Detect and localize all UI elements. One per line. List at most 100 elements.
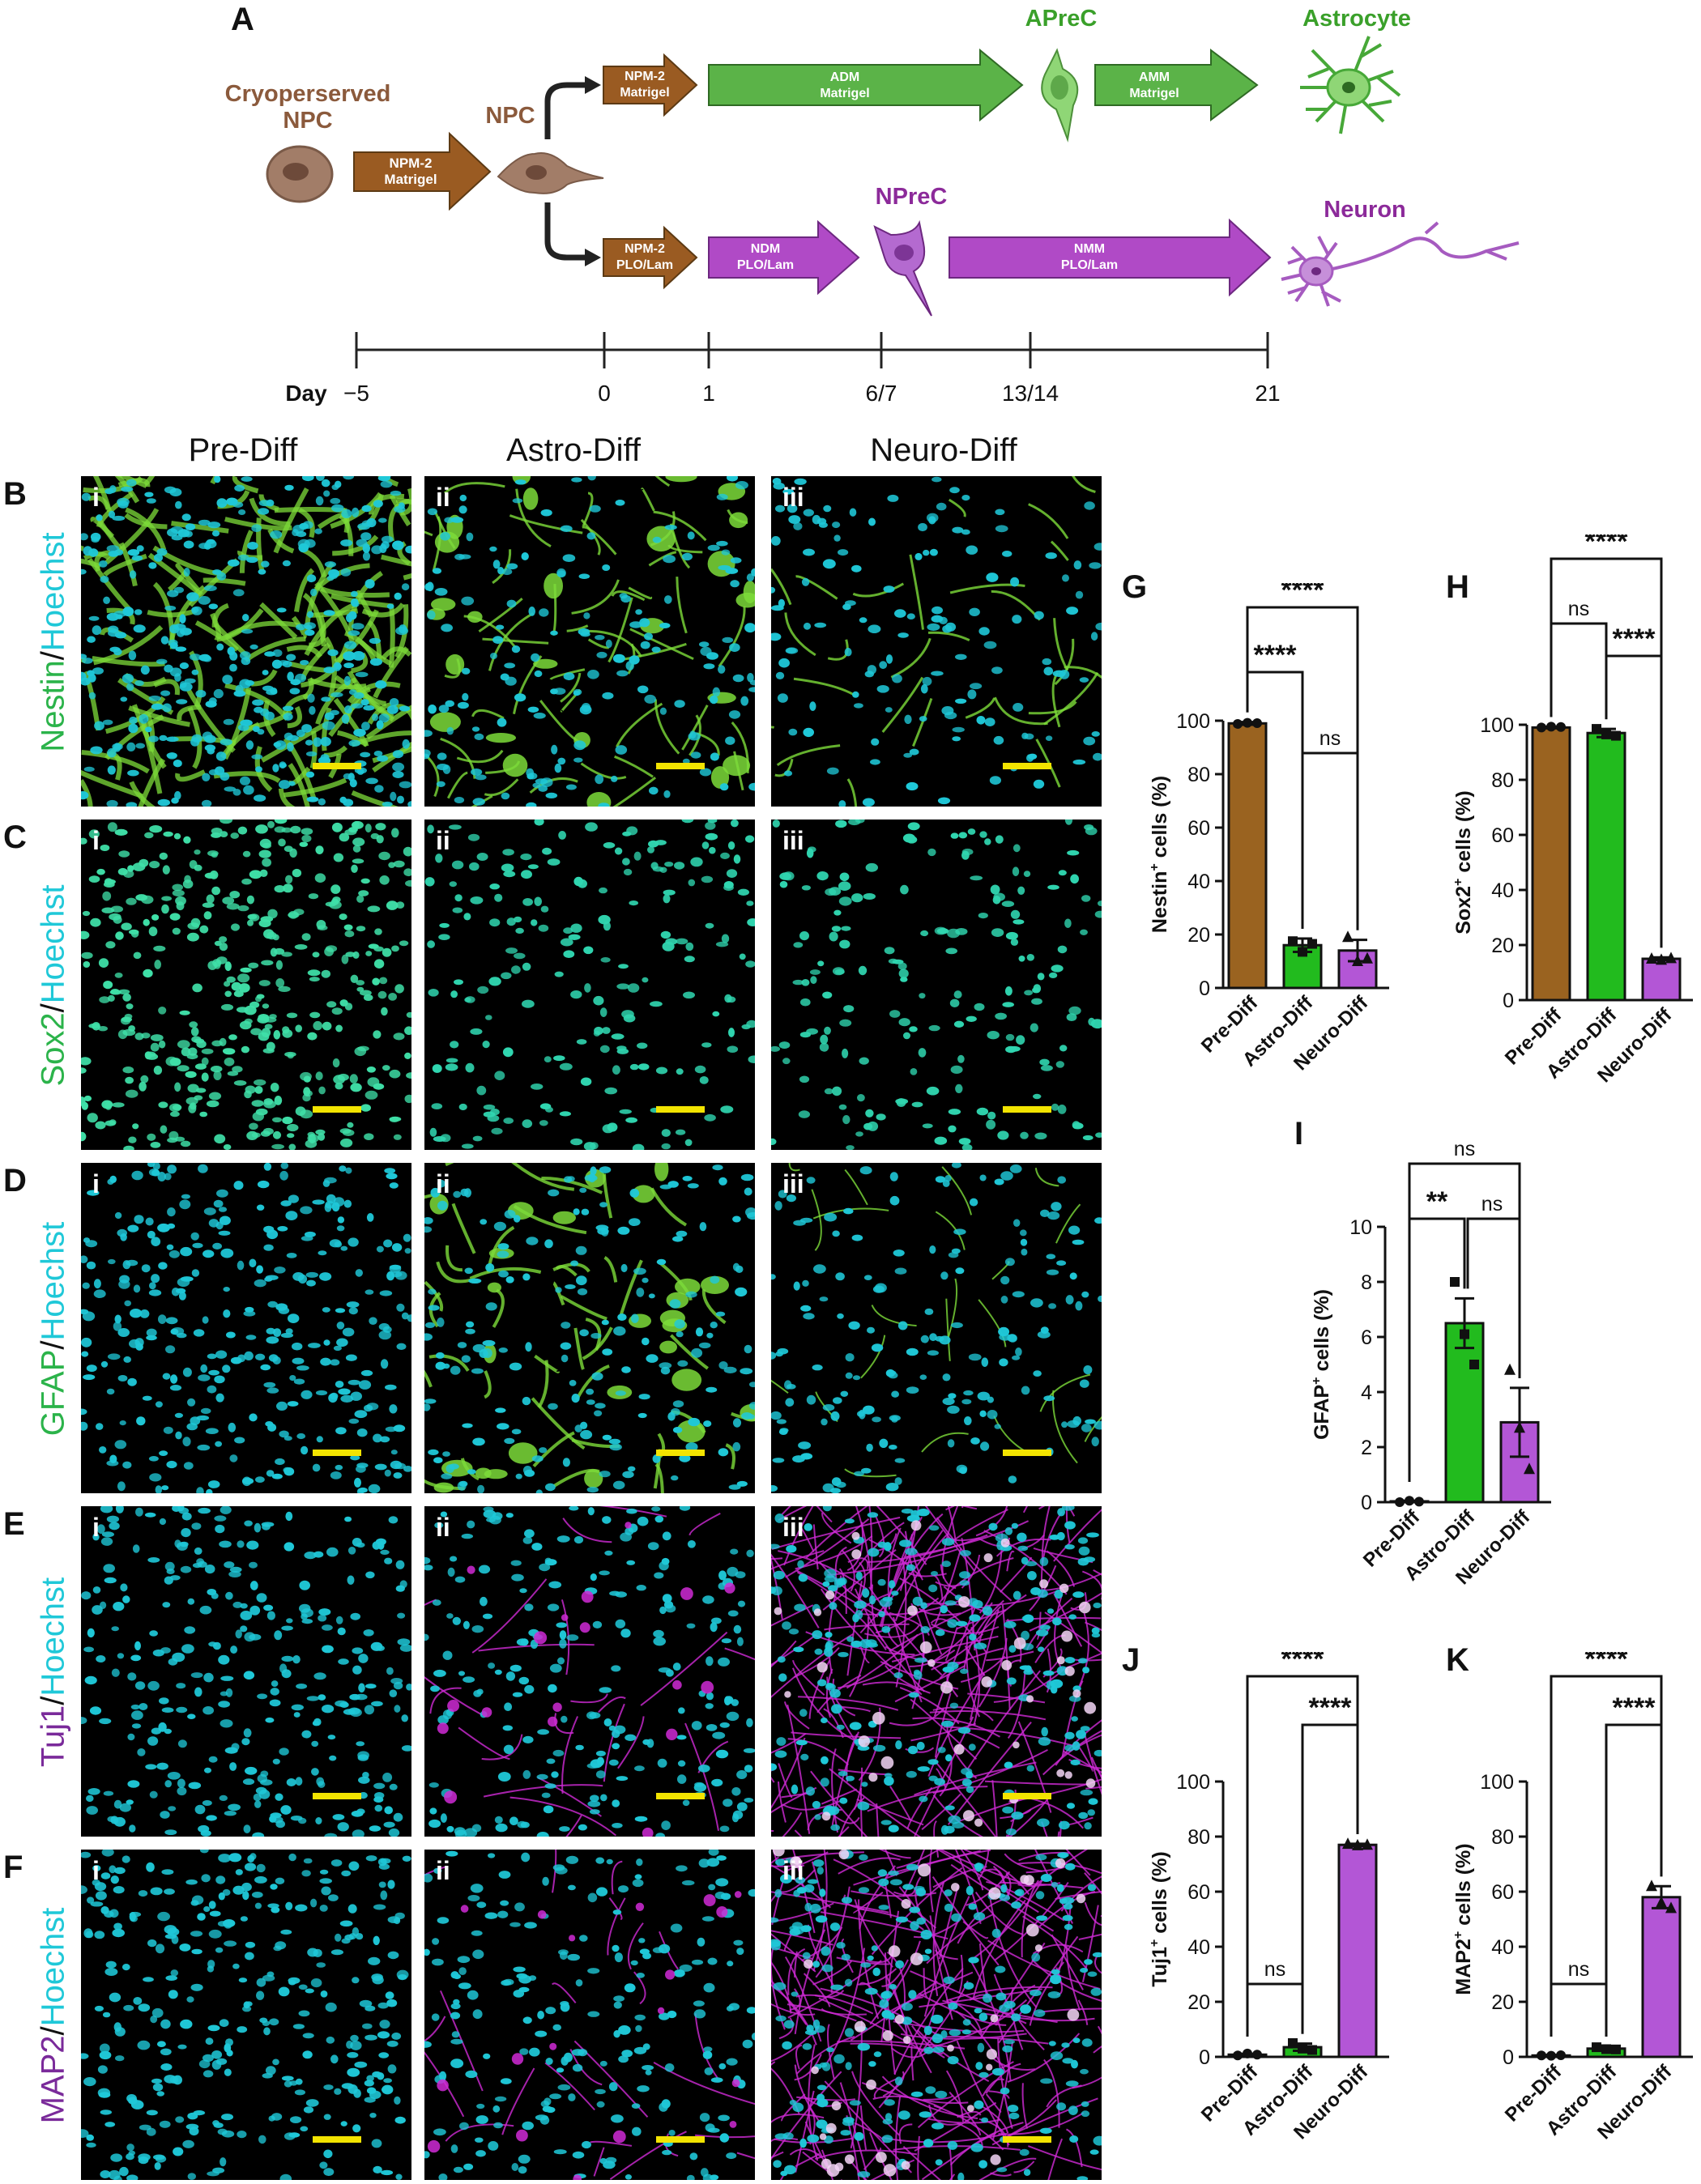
- micrograph-index-label: ii: [436, 1856, 450, 1885]
- panel-label-e: E: [3, 1506, 25, 1542]
- y-tick-label: 60: [1187, 1881, 1210, 1904]
- significance-bracket: [1408, 1217, 1466, 1482]
- differentiation-schematic: Cryoperserved NPC NPM-2 Matrigel NPC NPM…: [225, 6, 1520, 406]
- neuron-label: Neuron: [1324, 197, 1406, 223]
- branch-down-connector: [544, 202, 587, 261]
- panel-label-g: G: [1122, 569, 1148, 605]
- data-point: [1243, 717, 1252, 728]
- micrograph-index-label: i: [92, 826, 100, 855]
- neuron-cell: [1281, 221, 1520, 307]
- significance-label: ns: [1319, 727, 1341, 750]
- bar-pre-diff: [1531, 726, 1571, 1002]
- bar-pre-diff: [1227, 722, 1268, 990]
- data-point: [1307, 2045, 1317, 2055]
- micrograph-index-label: iii: [782, 1856, 804, 1885]
- y-tick-label: 20: [1491, 934, 1514, 957]
- scale-bar: [313, 2136, 361, 2143]
- data-point: [1601, 729, 1611, 739]
- y-tick-label: 20: [1187, 924, 1210, 947]
- arrow-a1-line2: Matrigel: [620, 86, 669, 100]
- arrow-n3-line2: PLO/Lam: [1061, 258, 1118, 272]
- micrograph-tuj1-pre: i: [81, 1506, 411, 1837]
- data-point: [1646, 952, 1657, 964]
- data-point: [1298, 2043, 1307, 2054]
- significance-label: ns: [1568, 598, 1589, 620]
- data-point: [1592, 724, 1601, 734]
- scale-bar: [656, 1106, 705, 1113]
- micrograph-index-label: iii: [782, 1169, 804, 1198]
- data-point: [1646, 1880, 1657, 1892]
- data-point: [1243, 2048, 1252, 2058]
- y-tick-label: 0: [1361, 1492, 1372, 1514]
- significance-label: **: [1426, 1186, 1448, 1217]
- row-label-sox2: Sox2/Hoechst: [35, 884, 71, 1087]
- arrow-npm2-matrigel-2: [603, 53, 698, 117]
- arrow-n2-line1: NDM: [751, 242, 780, 256]
- panel-label-j: J: [1122, 1642, 1140, 1678]
- micrograph-index-label: ii: [436, 826, 450, 855]
- scale-bar: [1003, 1793, 1051, 1799]
- arrow-amm-matrigel: [1094, 48, 1259, 122]
- micrograph-tuj1-astro: ii: [424, 1506, 755, 1837]
- significance-bracket: [1301, 751, 1359, 930]
- scale-bar: [313, 763, 361, 769]
- y-tick-label: 100: [1176, 1771, 1210, 1794]
- micrograph-index-label: i: [92, 483, 100, 512]
- data-point: [1252, 2050, 1262, 2060]
- data-point: [1450, 1277, 1460, 1287]
- y-axis-label: GFAP+ cells (%): [1310, 1289, 1333, 1440]
- panel-label-i: I: [1294, 1116, 1304, 1152]
- significance-label: ns: [1264, 1958, 1285, 1981]
- significance-bracket: [1605, 1723, 1663, 2037]
- significance-label: ****: [1254, 640, 1298, 671]
- y-tick-label: 20: [1491, 1991, 1514, 2014]
- data-point: [1233, 2050, 1243, 2061]
- significance-label: ****: [1585, 1652, 1629, 1675]
- data-point: [1611, 730, 1621, 741]
- data-point: [1556, 2050, 1566, 2060]
- significance-label: ****: [1281, 1652, 1325, 1675]
- data-point: [1592, 2042, 1601, 2053]
- npc-cell: [497, 152, 604, 194]
- panel-label-d: D: [3, 1163, 27, 1198]
- bar-astro-diff: [1586, 731, 1626, 1002]
- micrograph-index-label: iii: [782, 826, 804, 855]
- data-point: [1656, 1896, 1667, 1908]
- bar-neuro-diff: [1337, 1843, 1378, 2058]
- scale-bar: [656, 763, 705, 769]
- bar-neuro-diff: [1641, 957, 1682, 1002]
- scale-bar: [313, 1450, 361, 1456]
- data-point: [1504, 1363, 1516, 1375]
- y-tick-label: 4: [1361, 1381, 1372, 1404]
- cryo-npc-label-2: NPC: [283, 108, 332, 134]
- significance-bracket: [1301, 1723, 1359, 2034]
- row-label-gfap: GFAP/Hoechst: [35, 1221, 71, 1437]
- data-point: [1524, 1462, 1535, 1475]
- micrograph-index-label: ii: [436, 483, 450, 512]
- micrograph-nestin-neuro: iii: [771, 476, 1102, 807]
- micrograph-map2-astro: ii: [424, 1850, 755, 2180]
- micrograph-sox2-astro: ii: [424, 820, 755, 1150]
- arrow-n1-line1: NPM-2: [625, 242, 665, 256]
- y-tick-label: 80: [1491, 1826, 1514, 1849]
- timeline-title: Day: [285, 381, 327, 406]
- npc-label: NPC: [485, 103, 535, 129]
- timeline-label: 13/14: [1002, 381, 1059, 406]
- data-point: [1307, 939, 1317, 949]
- data-point: [1514, 1421, 1525, 1433]
- significance-label: ****: [1281, 583, 1325, 606]
- data-point: [1288, 936, 1298, 947]
- significance-bracket: [1605, 654, 1663, 948]
- data-point: [1665, 952, 1677, 964]
- y-tick-label: 100: [1176, 710, 1210, 733]
- panel-label-c: C: [3, 820, 27, 855]
- data-point: [1546, 2050, 1556, 2061]
- micrograph-index-label: ii: [436, 1169, 450, 1198]
- arrow-n1-line2: PLO/Lam: [616, 258, 673, 272]
- micrograph-gfap-pre: i: [81, 1163, 411, 1493]
- bar-astro-diff: [1444, 1322, 1485, 1504]
- y-tick-label: 60: [1187, 817, 1210, 840]
